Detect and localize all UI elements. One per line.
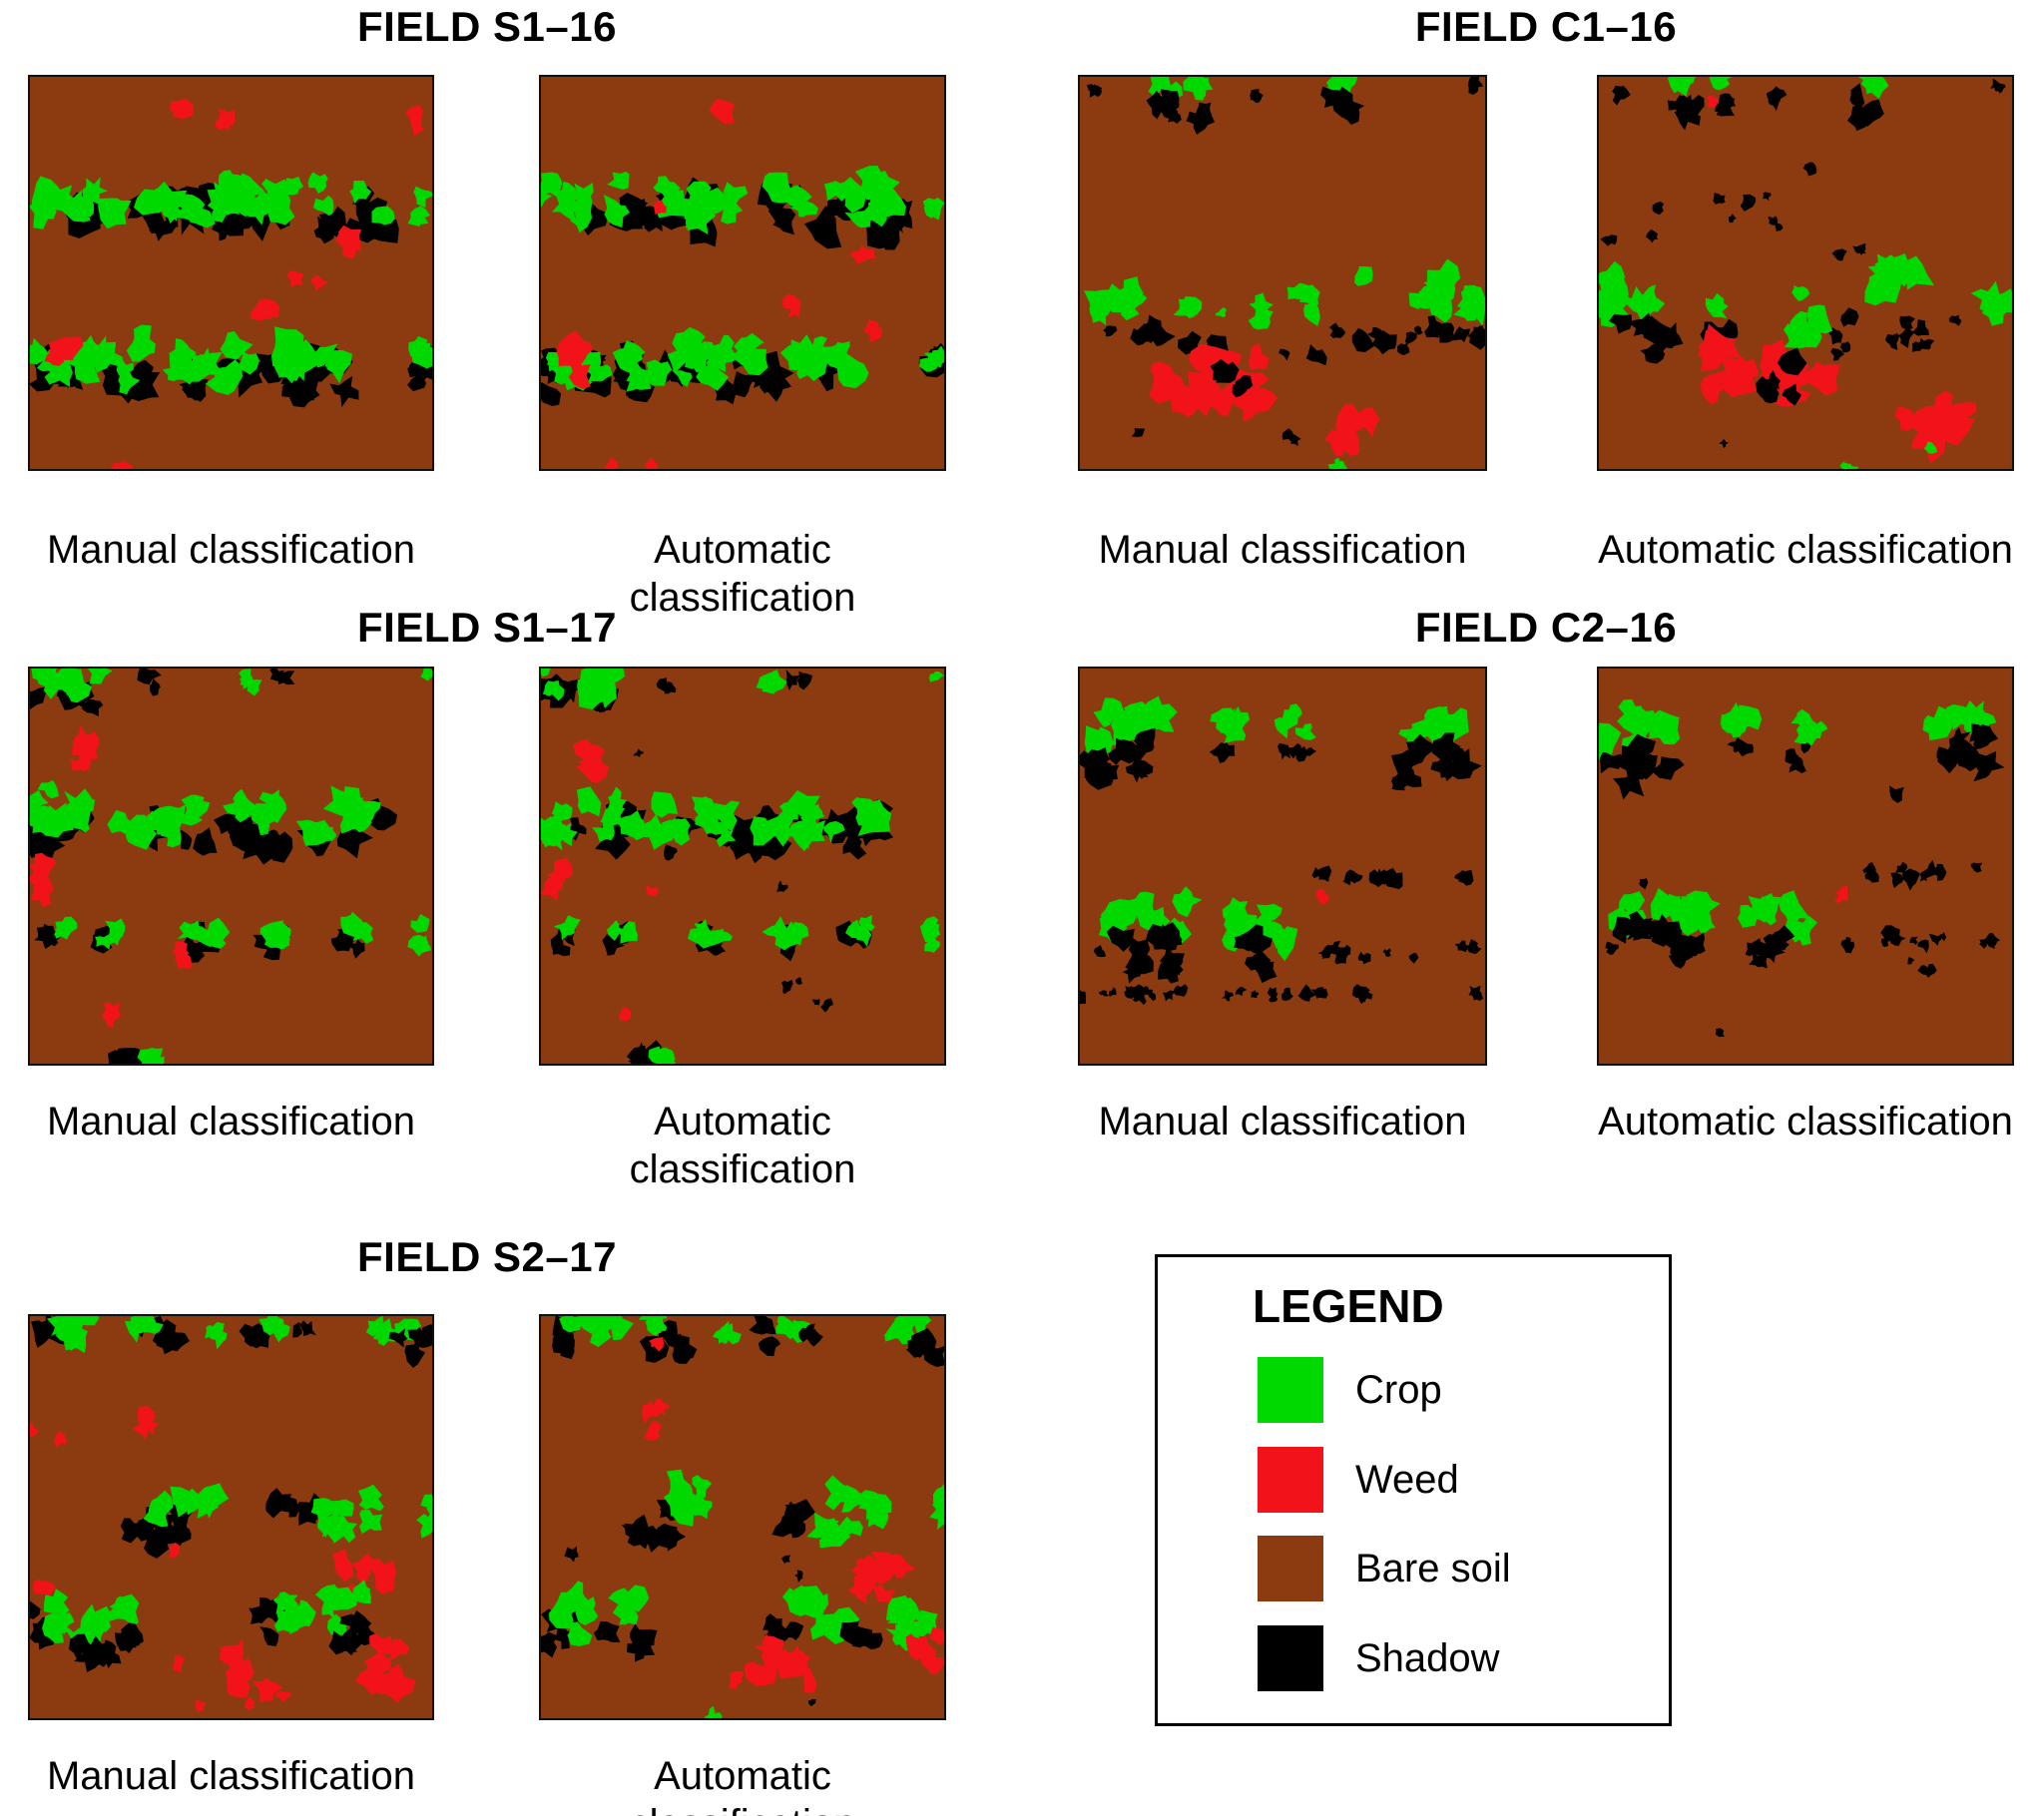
- classification-map-image: [539, 1314, 946, 1720]
- classification-map-image: [1078, 75, 1487, 471]
- legend-label-bare-soil: Bare soil: [1355, 1546, 1511, 1590]
- map-s2-17-automatic: [539, 1314, 946, 1720]
- map-s1-16-manual: [28, 75, 434, 471]
- field-title-s1-16: FIELD S1–16: [357, 3, 617, 50]
- caption-s2-17-manual: Manual classification: [46, 1754, 416, 1798]
- map-s1-17-manual: [28, 667, 434, 1066]
- classification-map-image: [539, 75, 946, 471]
- field-title-c2-16: FIELD C2–16: [1414, 604, 1678, 651]
- field-title-s2-17: FIELD S2–17: [357, 1233, 617, 1280]
- crop-swatch: [1258, 1357, 1323, 1423]
- map-c1-16-automatic: [1597, 75, 2014, 471]
- legend-title: LEGEND: [1253, 1280, 1444, 1332]
- weed-swatch: [1258, 1447, 1323, 1513]
- bare-soil-swatch: [1258, 1536, 1323, 1601]
- legend-label-crop: Crop: [1355, 1367, 1442, 1412]
- caption-c2-16-manual: Manual classification: [1098, 1100, 1467, 1143]
- map-c2-16-automatic: [1597, 667, 2014, 1066]
- field-title-c1-16: FIELD C1–16: [1414, 3, 1678, 50]
- caption-s1-16-automatic: Automatic classification: [629, 528, 856, 620]
- caption-c2-16-automatic: Automatic classification: [1598, 1100, 2013, 1143]
- classification-map-image: [28, 75, 434, 471]
- classification-map-image: [539, 667, 946, 1066]
- legend-entry-crop: Crop: [1258, 1357, 1442, 1423]
- caption-s2-17-automatic: Automatic classification: [630, 1754, 856, 1816]
- legend-label-shadow: Shadow: [1355, 1635, 1500, 1680]
- map-s1-17-automatic: [539, 667, 946, 1066]
- legend-entry-shadow: Shadow: [1258, 1625, 1500, 1691]
- classification-map-image: [1597, 75, 2014, 471]
- legend-label-weed: Weed: [1355, 1457, 1459, 1502]
- caption-c1-16-manual: Manual classification: [1098, 528, 1467, 572]
- classification-map-image: [1597, 667, 2014, 1066]
- caption-c1-16-automatic: Automatic classification: [1598, 528, 2013, 572]
- legend-entry-bare-soil: Bare soil: [1258, 1536, 1511, 1601]
- caption-s1-16-manual: Manual classification: [46, 528, 416, 572]
- legend-box: LEGEND Crop Weed Bare soil Shadow: [1155, 1254, 1672, 1726]
- shadow-swatch: [1258, 1625, 1323, 1691]
- map-s2-17-manual: [28, 1314, 434, 1720]
- map-s1-16-automatic: [539, 75, 946, 471]
- classification-map-image: [1078, 667, 1487, 1066]
- caption-s1-17-manual: Manual classification: [46, 1100, 416, 1143]
- classification-map-image: [28, 667, 434, 1066]
- map-c1-16-manual: [1078, 75, 1487, 471]
- map-c2-16-manual: [1078, 667, 1487, 1066]
- legend-entry-weed: Weed: [1258, 1447, 1459, 1513]
- field-title-s1-17: FIELD S1–17: [357, 604, 617, 651]
- classification-map-image: [28, 1314, 434, 1720]
- caption-s1-17-automatic: Automatic classification: [629, 1100, 856, 1191]
